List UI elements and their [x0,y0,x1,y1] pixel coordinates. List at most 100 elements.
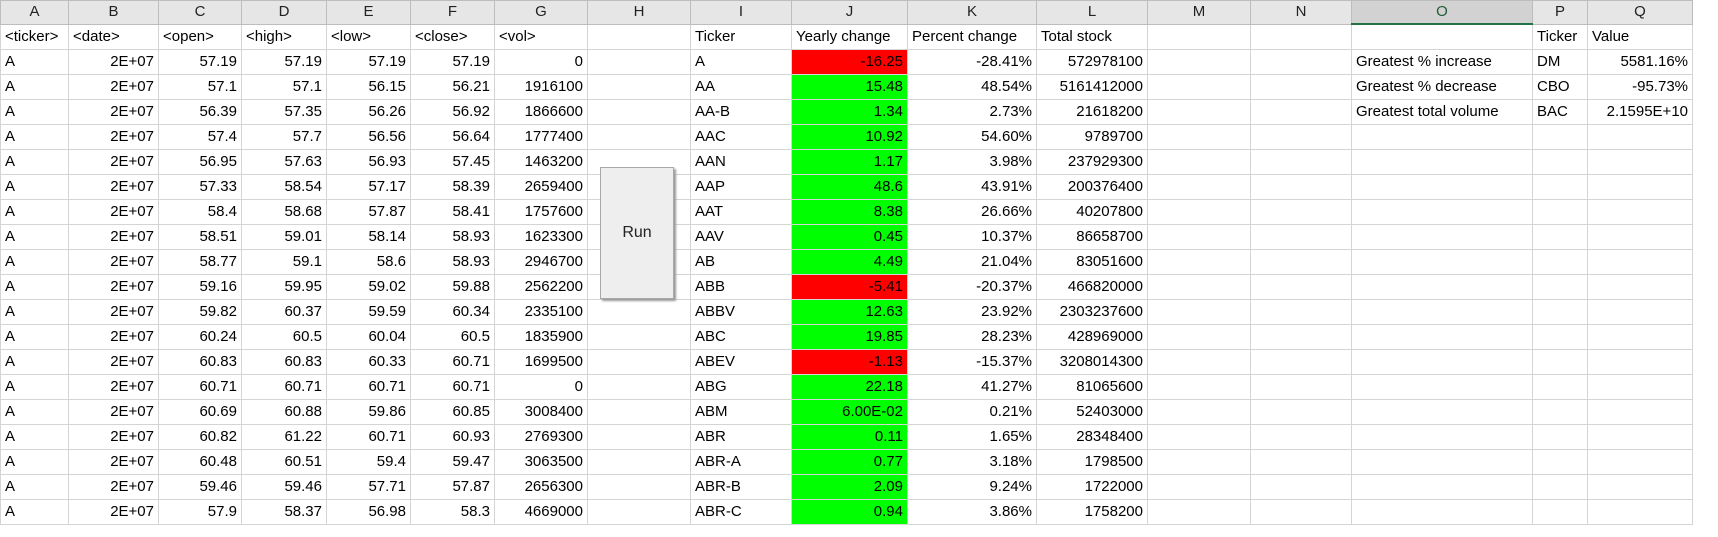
empty-cell[interactable] [1147,174,1251,200]
empty-cell[interactable] [1147,449,1251,475]
high-cell[interactable]: 60.83 [241,349,327,375]
empty-cell[interactable] [1250,49,1352,75]
empty-cell[interactable] [587,374,691,400]
empty-cell[interactable] [1351,124,1533,150]
empty-cell[interactable] [1147,299,1251,325]
empty-cell[interactable] [1587,124,1693,150]
date-cell[interactable]: 2E+07 [68,249,159,275]
yearly-change-cell[interactable]: 2.09 [791,474,908,500]
column-header-c[interactable]: C [158,0,242,25]
high-cell[interactable]: 60.71 [241,374,327,400]
summary-ticker-cell[interactable]: AA [690,74,792,100]
low-cell[interactable]: 60.71 [326,374,411,400]
ticker-cell[interactable]: A [0,74,69,100]
empty-cell[interactable] [1250,74,1352,100]
total-stock-cell[interactable]: 2303237600 [1036,299,1148,325]
percent-change-cell[interactable]: 1.65% [907,424,1037,450]
high-cell[interactable]: 57.19 [241,49,327,75]
empty-cell[interactable] [1250,324,1352,350]
empty-cell[interactable] [1587,474,1693,500]
vol-cell[interactable]: 1916100 [494,74,588,100]
empty-cell[interactable] [1351,249,1533,275]
total-stock-cell[interactable]: 81065600 [1036,374,1148,400]
ticker-cell[interactable]: A [0,324,69,350]
ticker-cell[interactable]: A [0,474,69,500]
empty-cell[interactable] [587,124,691,150]
empty-cell[interactable] [1587,424,1693,450]
ticker-cell[interactable]: A [0,424,69,450]
percent-change-cell[interactable]: 43.91% [907,174,1037,200]
ticker-cell[interactable]: A [0,99,69,125]
column-header-i[interactable]: I [690,0,792,25]
close-cell[interactable]: 60.5 [410,324,495,350]
header-open[interactable]: <open> [158,23,242,50]
low-cell[interactable]: 59.86 [326,399,411,425]
low-cell[interactable]: 58.6 [326,249,411,275]
empty-cell[interactable] [587,424,691,450]
open-cell[interactable]: 59.82 [158,299,242,325]
summary-ticker-cell[interactable]: ABR-A [690,449,792,475]
vol-cell[interactable]: 3063500 [494,449,588,475]
date-cell[interactable]: 2E+07 [68,49,159,75]
percent-change-cell[interactable]: -28.41% [907,49,1037,75]
vol-cell[interactable]: 3008400 [494,399,588,425]
ticker-cell[interactable]: A [0,374,69,400]
empty-cell[interactable] [1532,324,1588,350]
vol-cell[interactable]: 2659400 [494,174,588,200]
close-cell[interactable]: 58.41 [410,199,495,225]
total-stock-cell[interactable]: 572978100 [1036,49,1148,75]
empty-cell[interactable] [587,474,691,500]
ticker-cell[interactable]: A [0,149,69,175]
empty-cell[interactable] [1351,424,1533,450]
column-header-d[interactable]: D [241,0,327,25]
vol-cell[interactable]: 0 [494,49,588,75]
vol-cell[interactable]: 2335100 [494,299,588,325]
empty-cell[interactable] [1250,399,1352,425]
header-percent-change[interactable]: Percent change [907,23,1037,50]
low-cell[interactable]: 57.71 [326,474,411,500]
vol-cell[interactable]: 2656300 [494,474,588,500]
summary-ticker-cell[interactable]: ABB [690,274,792,300]
vol-cell[interactable]: 1866600 [494,99,588,125]
total-stock-cell[interactable]: 1758200 [1036,499,1148,525]
empty-cell[interactable] [1147,99,1251,125]
close-cell[interactable]: 60.85 [410,399,495,425]
date-cell[interactable]: 2E+07 [68,374,159,400]
high-cell[interactable]: 59.46 [241,474,327,500]
empty-cell[interactable] [1351,149,1533,175]
date-cell[interactable]: 2E+07 [68,499,159,525]
header-date[interactable]: <date> [68,23,159,50]
empty-cell[interactable] [1351,449,1533,475]
percent-change-cell[interactable]: -15.37% [907,349,1037,375]
total-stock-cell[interactable]: 83051600 [1036,249,1148,275]
empty-cell[interactable] [1147,249,1251,275]
date-cell[interactable]: 2E+07 [68,324,159,350]
empty-cell[interactable] [1250,274,1352,300]
high-cell[interactable]: 59.01 [241,224,327,250]
close-cell[interactable]: 56.64 [410,124,495,150]
column-header-b[interactable]: B [68,0,159,25]
high-cell[interactable]: 58.37 [241,499,327,525]
empty-cell[interactable] [1351,174,1533,200]
high-cell[interactable]: 58.54 [241,174,327,200]
low-cell[interactable]: 56.26 [326,99,411,125]
empty-cell[interactable] [1532,424,1588,450]
header-close[interactable]: <close> [410,23,495,50]
yearly-change-cell[interactable]: 0.94 [791,499,908,525]
yearly-change-cell[interactable]: 8.38 [791,199,908,225]
high-cell[interactable]: 57.63 [241,149,327,175]
low-cell[interactable]: 56.15 [326,74,411,100]
yearly-change-cell[interactable]: -1.13 [791,349,908,375]
yearly-change-cell[interactable]: -5.41 [791,274,908,300]
column-header-a[interactable]: A [0,0,69,25]
summary-ticker-cell[interactable]: AAP [690,174,792,200]
header-greatest-value[interactable]: Value [1587,23,1693,50]
header-yearly-change[interactable]: Yearly change [791,23,908,50]
yearly-change-cell[interactable]: 22.18 [791,374,908,400]
percent-change-cell[interactable]: 28.23% [907,324,1037,350]
high-cell[interactable]: 60.88 [241,399,327,425]
date-cell[interactable]: 2E+07 [68,149,159,175]
percent-change-cell[interactable]: 10.37% [907,224,1037,250]
empty-cell[interactable] [1351,349,1533,375]
empty-cell[interactable] [1587,249,1693,275]
